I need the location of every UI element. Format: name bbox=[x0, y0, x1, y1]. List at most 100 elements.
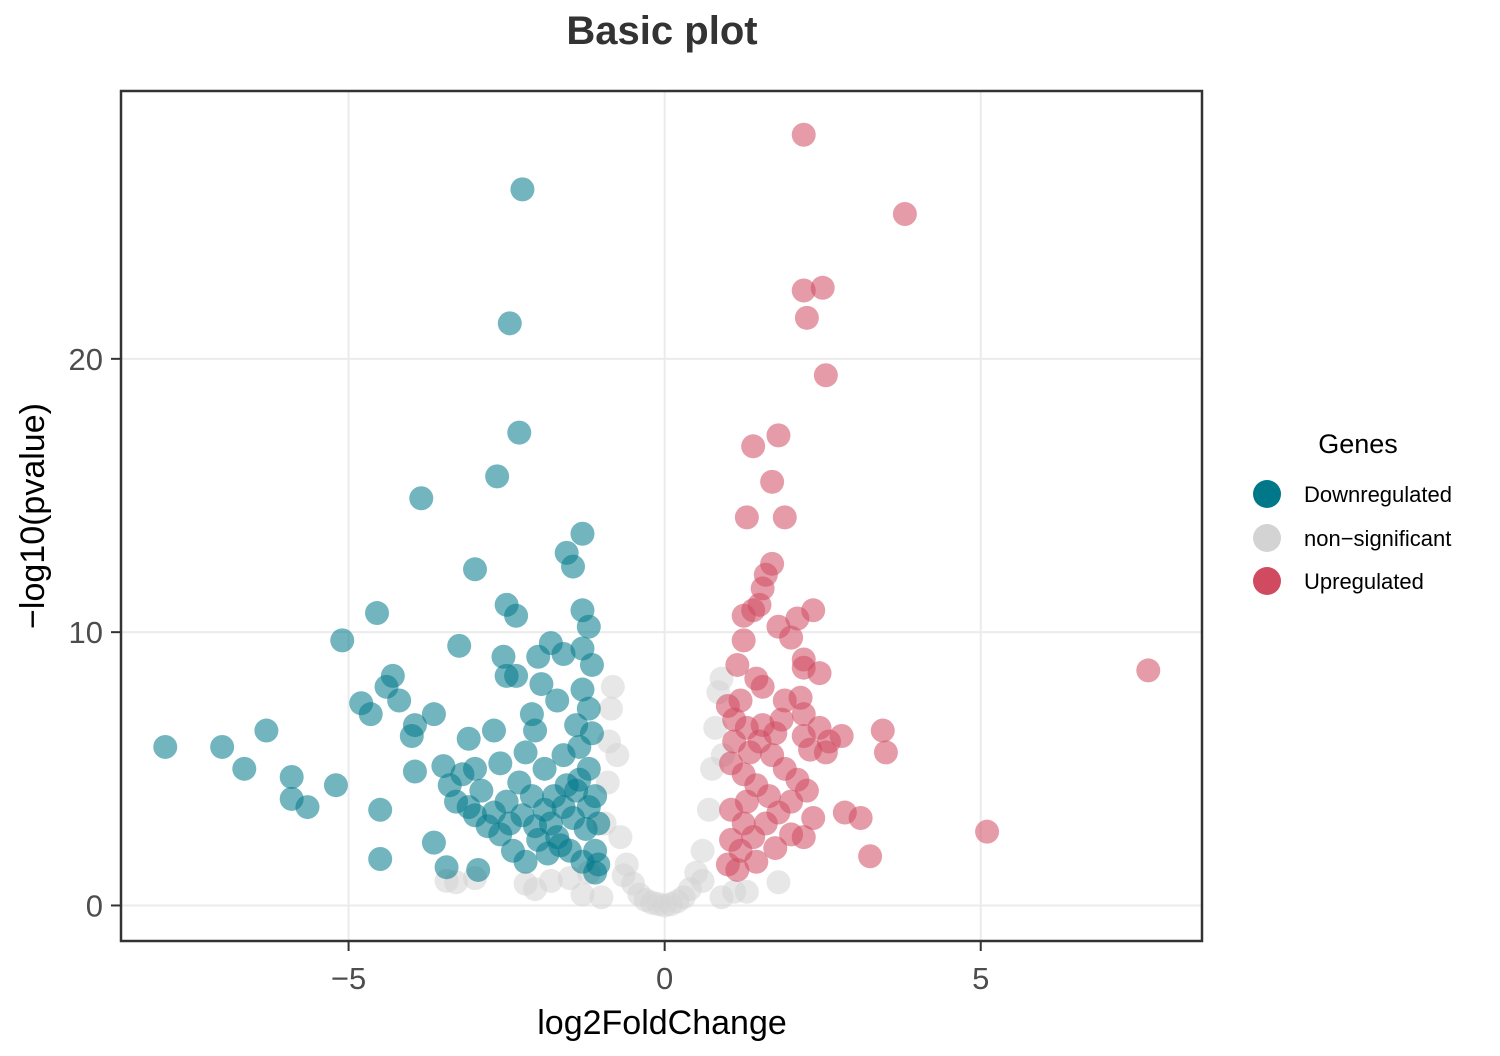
point-downregulated bbox=[323, 773, 348, 798]
plot-panel bbox=[121, 91, 1202, 941]
plot-border bbox=[119, 89, 1204, 943]
point-downregulated bbox=[545, 688, 570, 713]
point-downregulated bbox=[387, 688, 412, 713]
point-upregulated bbox=[750, 674, 775, 699]
point-downregulated bbox=[535, 841, 560, 866]
point-downregulated bbox=[507, 770, 532, 795]
point-non-significant bbox=[690, 838, 715, 863]
point-downregulated bbox=[210, 734, 235, 759]
point-upregulated bbox=[725, 857, 750, 882]
x-axis-ticks: −5 0 5 bbox=[331, 941, 989, 996]
point-downregulated bbox=[583, 860, 608, 885]
point-downregulated bbox=[560, 554, 585, 579]
point-downregulated bbox=[576, 795, 601, 820]
point-upregulated bbox=[892, 201, 917, 226]
grid-lines bbox=[121, 91, 1202, 941]
point-upregulated bbox=[779, 625, 804, 650]
point-non-significant bbox=[557, 866, 582, 891]
point-downregulated bbox=[279, 765, 304, 790]
point-downregulated bbox=[488, 751, 513, 776]
point-downregulated bbox=[579, 721, 604, 746]
point-downregulated bbox=[434, 855, 459, 880]
point-downregulated bbox=[380, 663, 405, 688]
point-downregulated bbox=[576, 696, 601, 721]
point-non-significant bbox=[605, 743, 630, 768]
point-non-significant bbox=[598, 696, 623, 721]
point-downregulated bbox=[153, 734, 178, 759]
point-upregulated bbox=[731, 603, 756, 628]
point-downregulated bbox=[368, 847, 393, 872]
point-downregulated bbox=[497, 311, 522, 336]
y-tick-label: 0 bbox=[86, 888, 103, 923]
point-non-significant bbox=[611, 863, 636, 888]
data-points bbox=[153, 122, 1161, 918]
legend-key-upregulated bbox=[1253, 567, 1281, 595]
point-upregulated bbox=[791, 122, 816, 147]
point-non-significant bbox=[709, 666, 734, 691]
point-upregulated bbox=[794, 305, 819, 330]
point-downregulated bbox=[469, 778, 494, 803]
point-downregulated bbox=[358, 702, 383, 727]
point-upregulated bbox=[741, 434, 766, 459]
point-downregulated bbox=[447, 633, 472, 658]
point-non-significant bbox=[538, 868, 563, 893]
point-upregulated bbox=[810, 275, 835, 300]
point-non-significant bbox=[709, 885, 734, 910]
point-downregulated bbox=[497, 811, 522, 836]
point-downregulated bbox=[402, 759, 427, 784]
point-upregulated bbox=[772, 505, 797, 530]
point-upregulated bbox=[725, 652, 750, 677]
point-non-significant bbox=[608, 825, 633, 850]
point-upregulated bbox=[734, 505, 759, 530]
point-downregulated bbox=[523, 718, 548, 743]
point-upregulated bbox=[858, 844, 883, 869]
point-upregulated bbox=[848, 806, 873, 831]
legend-label-downregulated: Downregulated bbox=[1304, 482, 1452, 507]
point-downregulated bbox=[532, 756, 557, 781]
point-upregulated bbox=[760, 469, 785, 494]
point-upregulated bbox=[731, 811, 756, 836]
point-upregulated bbox=[813, 363, 838, 388]
point-downregulated bbox=[542, 784, 567, 809]
point-downregulated bbox=[431, 754, 456, 779]
x-axis-title: log2FoldChange bbox=[537, 1004, 787, 1042]
point-upregulated bbox=[870, 718, 895, 743]
point-upregulated bbox=[975, 819, 1000, 844]
point-downregulated bbox=[510, 177, 535, 202]
point-downregulated bbox=[491, 644, 516, 669]
point-downregulated bbox=[570, 677, 595, 702]
point-downregulated bbox=[456, 795, 481, 820]
chart-title: Basic plot bbox=[566, 9, 757, 53]
point-downregulated bbox=[365, 601, 390, 626]
point-upregulated bbox=[791, 702, 816, 727]
point-non-significant bbox=[600, 674, 625, 699]
point-upregulated bbox=[873, 740, 898, 765]
point-downregulated bbox=[456, 726, 481, 751]
point-upregulated bbox=[763, 721, 788, 746]
point-upregulated bbox=[813, 740, 838, 765]
point-non-significant bbox=[690, 868, 715, 893]
point-non-significant bbox=[570, 882, 595, 907]
point-non-significant bbox=[703, 715, 728, 740]
y-axis-ticks: 0 10 20 bbox=[69, 342, 121, 923]
point-downregulated bbox=[232, 756, 257, 781]
y-axis-title: −log10(pvalue) bbox=[14, 403, 52, 629]
point-non-significant bbox=[766, 870, 791, 895]
y-tick-label: 10 bbox=[69, 615, 103, 650]
legend-label-non-significant: non−significant bbox=[1304, 526, 1451, 551]
x-tick-label: −5 bbox=[331, 961, 366, 996]
point-upregulated bbox=[722, 729, 747, 754]
point-downregulated bbox=[576, 614, 601, 639]
point-upregulated bbox=[756, 784, 781, 809]
point-upregulated bbox=[807, 661, 832, 686]
y-tick-label: 20 bbox=[69, 342, 103, 377]
point-upregulated bbox=[763, 836, 788, 861]
point-upregulated bbox=[772, 688, 797, 713]
point-upregulated bbox=[791, 825, 816, 850]
point-downregulated bbox=[504, 663, 529, 688]
x-tick-label: 0 bbox=[656, 961, 673, 996]
point-downregulated bbox=[402, 713, 427, 738]
point-downregulated bbox=[481, 718, 506, 743]
point-upregulated bbox=[785, 606, 810, 631]
point-upregulated bbox=[744, 849, 769, 874]
